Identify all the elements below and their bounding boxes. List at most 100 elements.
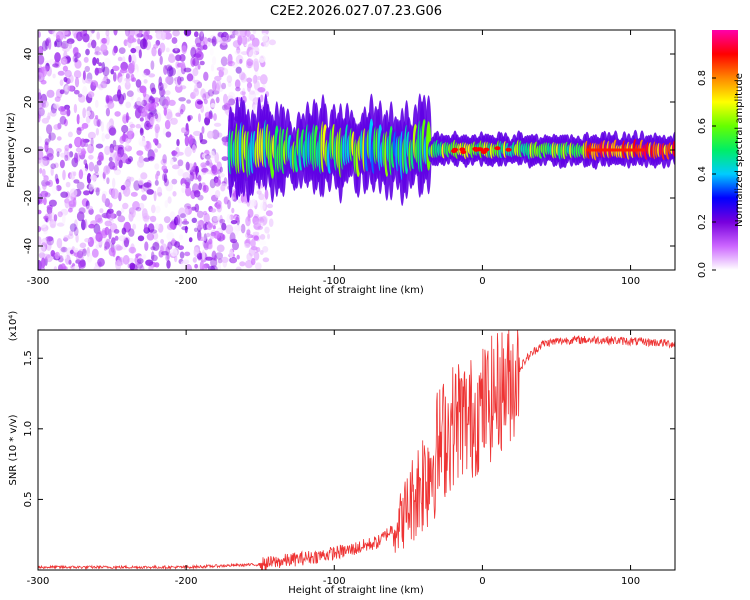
- heatmap-noise-cell: [139, 265, 145, 270]
- heatmap-noise-cell: [217, 215, 220, 221]
- heatmap-noise-cell: [209, 150, 215, 159]
- heatmap-noise-cell: [39, 167, 43, 174]
- heatmap-noise-cell: [148, 73, 156, 78]
- heatmap-noise-cell: [68, 143, 73, 149]
- heatmap-noise-cell: [212, 80, 217, 92]
- heatmap-noise-cell: [210, 257, 218, 268]
- heatmap-noise-cell: [207, 89, 215, 97]
- heatmap-noise-cell: [39, 220, 47, 228]
- heatmap-noise-cell: [229, 256, 238, 264]
- heatmap-noise-cell: [236, 46, 241, 54]
- heatmap-noise-cell: [154, 123, 160, 134]
- heatmap-noise-cell: [143, 105, 148, 114]
- heatmap-noise-cell: [127, 35, 135, 44]
- heatmap-noise-cell: [211, 164, 218, 174]
- heatmap-noise-cell: [229, 232, 236, 244]
- heatmap-noise-cell: [128, 54, 132, 63]
- heatmap-peak: [473, 147, 480, 152]
- heatmap-noise-cell: [145, 30, 150, 37]
- heatmap-noise-cell: [194, 31, 199, 38]
- heatmap-noise-cell: [101, 132, 106, 142]
- heatmap-noise-cell: [140, 172, 148, 180]
- heatmap-noise-cell: [151, 46, 157, 57]
- heatmap-noise-cell: [105, 35, 110, 46]
- heatmap-noise-cell: [198, 219, 205, 230]
- heatmap-noise-cell: [262, 246, 269, 253]
- heatmap-noise-cell: [76, 253, 84, 262]
- heatmap-noise-cell: [43, 228, 48, 235]
- heatmap-noise-cell: [179, 85, 187, 90]
- heatmap-noise-cell: [131, 77, 137, 82]
- heatmap-noise-cell: [232, 241, 239, 251]
- heatmap-noise-cell: [132, 223, 137, 230]
- heatmap-noise-cell: [238, 71, 246, 81]
- heatmap-noise-cell: [259, 74, 268, 85]
- heatmap-noise-cell: [68, 200, 76, 208]
- heatmap-noise-cell: [83, 56, 89, 63]
- heatmap-noise-cell: [50, 250, 56, 257]
- heatmap-noise-cell: [105, 238, 111, 248]
- heatmap-noise-cell: [76, 127, 82, 135]
- heatmap-noise-cell: [148, 96, 155, 104]
- heatmap-noise-cell: [234, 49, 242, 56]
- heatmap-noise-cell: [58, 168, 63, 178]
- heatmap-noise-cell: [101, 193, 107, 203]
- heatmap-noise-cell: [257, 87, 266, 93]
- heatmap-noise-cell: [201, 153, 208, 159]
- heatmap-noise-cell: [197, 236, 206, 241]
- heatmap-noise-cell: [257, 225, 264, 230]
- heatmap-noise-cell: [105, 30, 110, 37]
- heatmap-noise-cell: [179, 234, 184, 241]
- heatmap-noise-cell: [46, 236, 55, 246]
- heatmap-noise-cell: [241, 95, 247, 104]
- heatmap-noise-cell: [112, 48, 117, 56]
- heatmap-noise-cell: [197, 63, 201, 70]
- heatmap-noise-cell: [179, 54, 186, 62]
- colorbar-label: Normalized spectral amplitude: [734, 73, 745, 227]
- heatmap-noise-cell: [165, 131, 172, 138]
- heatmap-noise-cell: [161, 89, 166, 96]
- heatmap-noise-cell: [129, 262, 136, 270]
- heatmap-noise-cell: [63, 235, 70, 241]
- heatmap-peak: [586, 148, 646, 152]
- heatmap-noise-cell: [203, 36, 208, 47]
- snr-y-label: SNR (10 * v/v): [8, 414, 19, 485]
- heatmap-noise-cell: [185, 161, 190, 171]
- heatmap-noise-cell: [137, 38, 141, 45]
- heatmap-noise-cell: [62, 213, 66, 225]
- heatmap-noise-cell: [86, 252, 93, 263]
- heatmap-noise-cell: [82, 86, 88, 97]
- heatmap-noise-cell: [97, 119, 101, 127]
- heatmap-noise-cell: [62, 169, 66, 181]
- heatmap-noise-cell: [112, 153, 118, 162]
- colorbar-tick-label: 0.2: [697, 214, 708, 230]
- heatmap-noise-cell: [194, 263, 199, 269]
- heatmap-noise-cell: [68, 259, 72, 265]
- heatmap-noise-cell: [203, 241, 209, 251]
- heatmap-noise-cell: [205, 106, 209, 112]
- heatmap-noise-cell: [114, 168, 121, 176]
- heatmap-noise-cell: [240, 90, 246, 96]
- heatmap-noise-cell: [258, 193, 265, 201]
- heatmap-noise-cell: [57, 211, 63, 218]
- heatmap-noise-cell: [172, 191, 177, 197]
- heatmap-noise-cell: [83, 190, 90, 196]
- heatmap-noise-cell: [121, 124, 129, 134]
- heatmap-noise-cell: [163, 65, 168, 75]
- heatmap-noise-cell: [56, 136, 62, 141]
- heatmap-noise-cell: [193, 130, 201, 136]
- heatmap-noise-cell: [204, 116, 211, 126]
- snr-y-ticks: 0.5 1.0 1.5: [23, 350, 675, 507]
- heatmap-noise-cell: [178, 97, 186, 102]
- heatmap-noise-cell: [77, 93, 83, 98]
- heatmap-noise-cell: [93, 164, 99, 174]
- heatmap-noise-cell: [45, 240, 52, 252]
- heatmap-noise-cell: [143, 182, 152, 188]
- heatmap-noise-cell: [186, 99, 192, 104]
- heatmap-noise-cell: [40, 224, 49, 232]
- heatmap-noise-cell: [250, 238, 256, 248]
- heatmap-noise-cell: [182, 259, 190, 265]
- heatmap-noise-cell: [65, 106, 70, 117]
- heatmap-noise-cell: [252, 30, 257, 35]
- heatmap-noise-cell: [73, 103, 78, 114]
